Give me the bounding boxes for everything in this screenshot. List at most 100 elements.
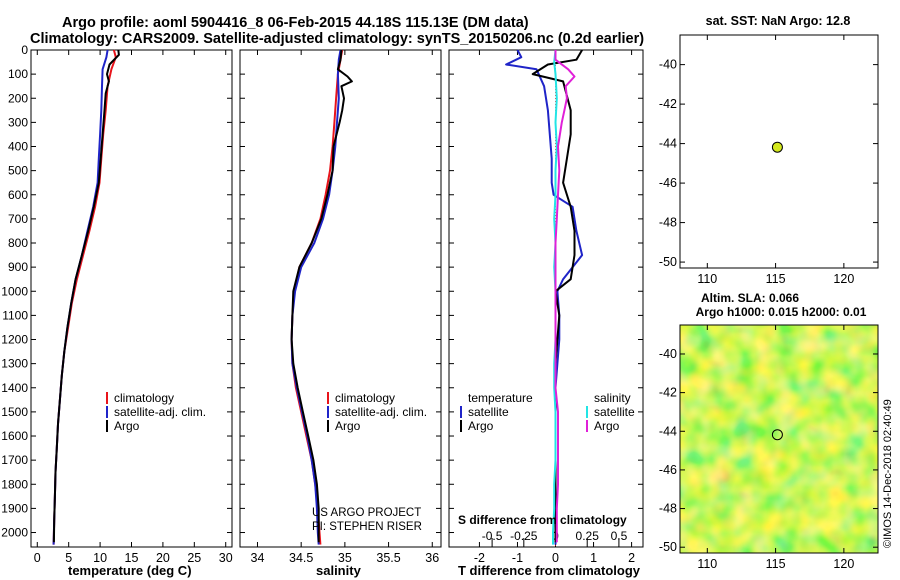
series-line-argo [554, 50, 576, 543]
x-tick-label: 20 [156, 551, 170, 565]
x-tick-label: 30 [219, 551, 233, 565]
map-x-tick-label: 110 [697, 557, 717, 571]
legend-label-argo: Argo [335, 419, 361, 433]
depth-axis: 0 100 200 300 400 500 600 700 800 900 1000 1100 1200… [1, 43, 232, 540]
map-y-tick-label: -46 [659, 176, 677, 190]
sla-map-title-line2: Argo h1000: 0.015 h2000: 0.01 [696, 305, 867, 319]
credits-line1: US ARGO PROJECT [312, 507, 421, 519]
y-tick-label: 400 [8, 140, 28, 154]
argo-location-marker [771, 141, 783, 153]
y-tick-label: 1900 [1, 501, 28, 515]
y-tick-label: 900 [8, 260, 28, 274]
sla-map-frame [679, 324, 879, 554]
salinity-series [290, 49, 353, 545]
difference-plot-frame [448, 49, 644, 548]
sst-map-axes: 110 115 120 -40 -42 -44 -46 -48 -50 [659, 35, 878, 286]
sst-map-title: sat. SST: NaN Argo: 12.8 [706, 14, 851, 28]
map-x-tick-label: 115 [766, 272, 786, 286]
salinity-axis: 34 34.5 35 35.5 36 [251, 50, 439, 565]
map-y-tick-label: -44 [659, 137, 677, 151]
x-tick-label: 0 [552, 551, 559, 565]
x-tick-label: 36 [425, 551, 439, 565]
x-tick-label: 10 [93, 551, 107, 565]
legend-label-argo: Argo [114, 419, 140, 433]
x-tick-label: 2 [628, 551, 635, 565]
figure-title-line1: Argo profile: aoml 5904416_8 06-Feb-2015… [62, 15, 529, 31]
temperature-axis-label: temperature (deg C) [68, 563, 192, 578]
map-y-tick-label: -40 [659, 347, 677, 361]
map-x-tick-label: 120 [833, 557, 854, 571]
y-tick-label: 2000 [1, 526, 28, 540]
x-tick-label: -2 [474, 551, 485, 565]
s-tick-label: 0.5 [611, 529, 628, 543]
difference-series [505, 49, 584, 545]
temperature-series [52, 49, 120, 545]
temperature-panel: 0100200300400500600700800900100011001200… [1, 43, 232, 578]
map-y-tick-label: -48 [659, 216, 677, 230]
t-difference-axis-label: T difference from climatology [458, 563, 641, 578]
salinity-depth-ticks [240, 49, 441, 534]
map-y-tick-label: -40 [659, 58, 677, 72]
x-tick-label: 0 [34, 551, 41, 565]
imos-stamp: ©IMOS 14-Dec-2018 02:40:49 [882, 399, 894, 548]
x-tick-label: 35 [338, 551, 352, 565]
map-x-tick-label: 110 [697, 272, 717, 286]
x-tick-label: 35.5 [376, 551, 400, 565]
y-tick-label: 1200 [1, 333, 28, 347]
y-tick-label: 300 [8, 115, 28, 129]
map-y-tick-label: -44 [659, 424, 677, 438]
temperature-plot-frame [30, 49, 233, 548]
y-tick-label: 0 [21, 43, 28, 57]
s-tick-label: 0.25 [576, 529, 600, 543]
sla-map-panel: Altim. SLA: 0.066 Argo h1000: 0.015 h200… [659, 291, 894, 571]
y-tick-label: 1400 [1, 381, 28, 395]
temperature-axis: 0 5 10 15 20 25 30 [34, 50, 233, 565]
y-tick-label: 500 [8, 164, 28, 178]
y-tick-label: 1500 [1, 405, 28, 419]
temperature-legend: climatology satellite-adj. clim. Argo [106, 391, 206, 433]
s-difference-axis-label: S difference from climatology [458, 513, 627, 527]
x-tick-label: -1 [512, 551, 523, 565]
legend-title-temperature: temperature [468, 391, 533, 405]
y-tick-label: 1700 [1, 453, 28, 467]
map-y-tick-label: -42 [659, 386, 677, 400]
salinity-axis-label: salinity [316, 563, 362, 578]
salinity-panel: 34 34.5 35 35.5 36 salinity climatology sate… [239, 49, 442, 578]
salinity-legend: climatology satellite-adj. clim. Argo [327, 391, 427, 433]
map-y-tick-label: -48 [659, 502, 677, 516]
x-tick-label: 1 [590, 551, 597, 565]
legend-label-s-argo: Argo [594, 419, 620, 433]
argo-location-marker [771, 429, 783, 441]
map-x-tick-label: 120 [833, 272, 854, 286]
legend-label-climatology: climatology [114, 391, 174, 405]
y-tick-label: 1100 [2, 308, 28, 322]
y-tick-label: 1600 [1, 429, 28, 443]
y-tick-label: 800 [8, 236, 28, 250]
y-tick-label: 1800 [1, 477, 28, 491]
x-tick-label: 15 [125, 551, 139, 565]
sst-map-panel: sat. SST: NaN Argo: 12.8 110 115 120 -40 -42… [659, 14, 879, 286]
legend-label-t-satellite: satellite [468, 405, 509, 419]
sla-map-axes: 110 115 120 -40 -42 -44 -46 -48 -50 [659, 325, 878, 571]
s-tick-label: -0.25 [510, 529, 538, 543]
x-tick-label: 34 [251, 551, 265, 565]
map-x-tick-label: 115 [766, 557, 786, 571]
sla-map-title-line1: Altim. SLA: 0.066 [701, 291, 799, 305]
x-tick-label: 34.5 [289, 551, 313, 565]
legend-label-satellite: satellite-adj. clim. [335, 405, 427, 419]
y-tick-label: 100 [8, 67, 28, 81]
map-y-tick-label: -50 [659, 255, 677, 269]
y-tick-label: 700 [8, 212, 28, 226]
legend-label-t-argo: Argo [468, 419, 494, 433]
x-tick-label: 25 [187, 551, 201, 565]
s-tick-label: -0.5 [482, 529, 503, 543]
legend-title-salinity: salinity [594, 391, 631, 405]
y-tick-label: 200 [8, 91, 28, 105]
series-line-argo [290, 49, 353, 543]
y-tick-label: 1000 [1, 284, 28, 298]
credits-line2: PI: STEPHEN RISER [312, 521, 422, 533]
map-y-tick-label: -46 [659, 463, 677, 477]
legend-label-satellite: satellite-adj. clim. [114, 405, 206, 419]
figure-title-line2: Climatology: CARS2009. Satellite-adjuste… [30, 31, 644, 47]
